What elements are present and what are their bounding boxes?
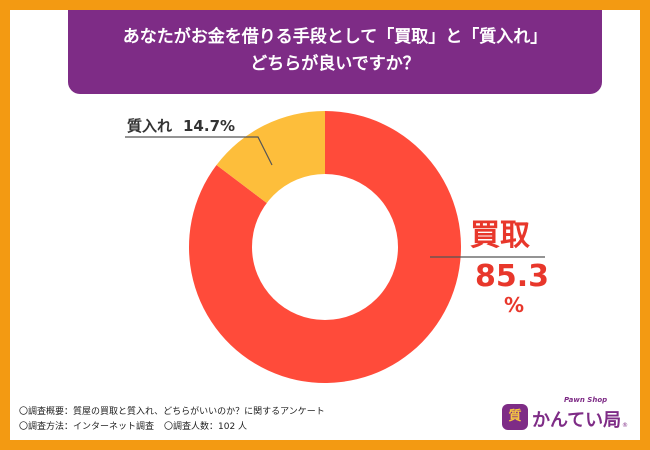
slice-label-shitsuire-name: 質入れ — [127, 117, 172, 135]
survey-count: 〇調査人数：102 人 — [164, 422, 248, 432]
survey-method: 〇調査方法：インターネット調査 — [19, 422, 155, 432]
donut-hole — [252, 174, 398, 320]
title-banner: あなたがお金を借りる手段として「買取」と「質入れ」 どちらが良いですか？ — [68, 10, 602, 94]
slice-label-kaitori-name: 買取 — [470, 218, 530, 253]
survey-overview: 〇調査概要：質屋の買取と質入れ、どちらがいいのか？に関するアンケート — [19, 407, 325, 417]
slice-label-shitsuire-value: 14.7% — [183, 117, 235, 135]
survey-footer: 〇調査概要：質屋の買取と質入れ、どちらがいいのか？に関するアンケート 〇調査方法… — [19, 405, 325, 435]
logo-badge-icon: 質 — [502, 404, 528, 430]
chart-title-line1: あなたがお金を借りる手段として「買取」と「質入れ」 — [122, 27, 548, 47]
slice-label-kaitori-unit: % — [504, 293, 524, 317]
logo-subtitle: Pawn Shop — [564, 396, 608, 404]
chart-title-line2: どちらが良いですか？ — [250, 54, 420, 74]
kanteikyoku-logo: 質 Pawn Shop かんてい局 ® — [502, 396, 630, 436]
slice-label-kaitori-value: 85.3 — [475, 259, 549, 294]
logo-registered-mark: ® — [622, 422, 628, 429]
leader-line-shitsuire — [125, 136, 273, 166]
logo-name: かんてい局 — [532, 410, 622, 431]
